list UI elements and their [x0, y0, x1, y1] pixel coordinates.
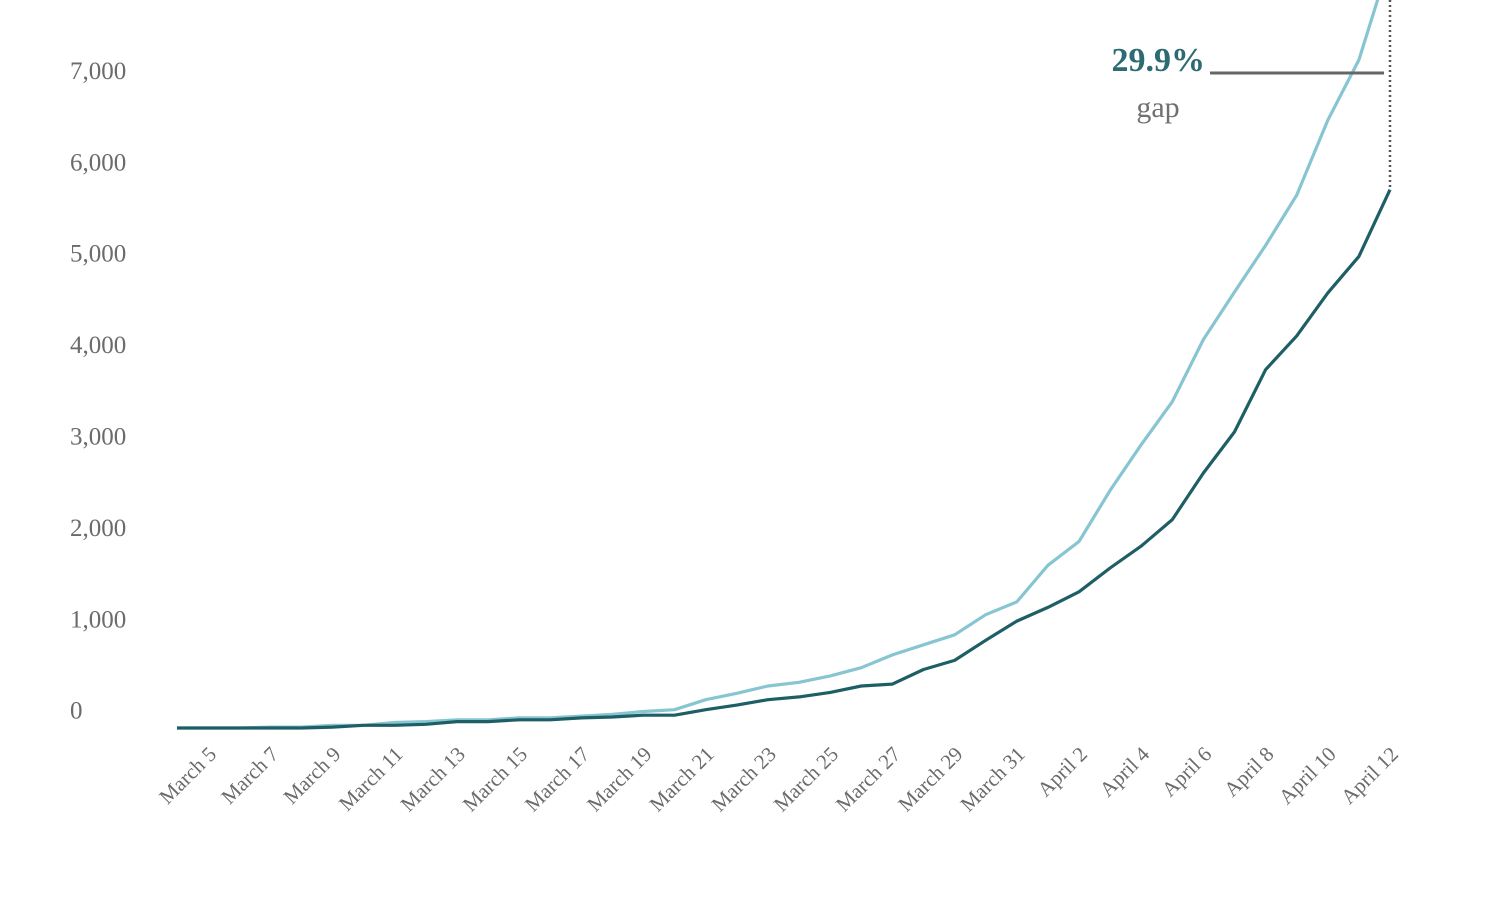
x-tick-label: March 21 — [644, 742, 718, 816]
x-tick-label: March 17 — [520, 742, 594, 816]
y-tick-label: 6,000 — [70, 149, 126, 176]
x-tick-label: March 7 — [216, 742, 283, 809]
y-tick-label: 2,000 — [70, 515, 126, 542]
plot-area — [177, 0, 1392, 730]
x-tick-label: April 4 — [1095, 742, 1155, 802]
x-tick-label: March 23 — [707, 742, 781, 816]
y-tick-label: 3,000 — [70, 424, 126, 451]
x-tick-label: March 29 — [893, 742, 967, 816]
y-tick-label: 4,000 — [70, 332, 126, 359]
y-tick-label: 5,000 — [70, 241, 126, 268]
series-line — [177, 0, 1380, 730]
series-line — [177, 189, 1392, 730]
x-tick-label: April 8 — [1219, 742, 1278, 801]
x-tick-label: March 13 — [396, 742, 470, 816]
annotation-sub: gap — [1136, 91, 1179, 124]
y-tick-label: 1,000 — [70, 606, 126, 633]
x-tick-label: March 19 — [582, 742, 656, 816]
x-tick-label: March 25 — [769, 742, 843, 816]
x-tick-label: March 27 — [831, 742, 905, 816]
x-tick-label: April 12 — [1336, 742, 1403, 809]
x-tick-label: March 5 — [154, 742, 221, 809]
x-tick-label: April 6 — [1157, 742, 1216, 801]
x-tick-label: March 15 — [458, 742, 532, 816]
x-tick-label: April 10 — [1274, 742, 1341, 809]
annotation-value: 29.9% — [1112, 42, 1206, 79]
x-tick-label: March 31 — [955, 742, 1029, 816]
x-tick-label: April 2 — [1032, 742, 1091, 801]
x-tick-label: March 11 — [334, 742, 408, 816]
y-tick-label: 0 — [70, 698, 83, 725]
y-tick-label: 7,000 — [70, 58, 126, 85]
